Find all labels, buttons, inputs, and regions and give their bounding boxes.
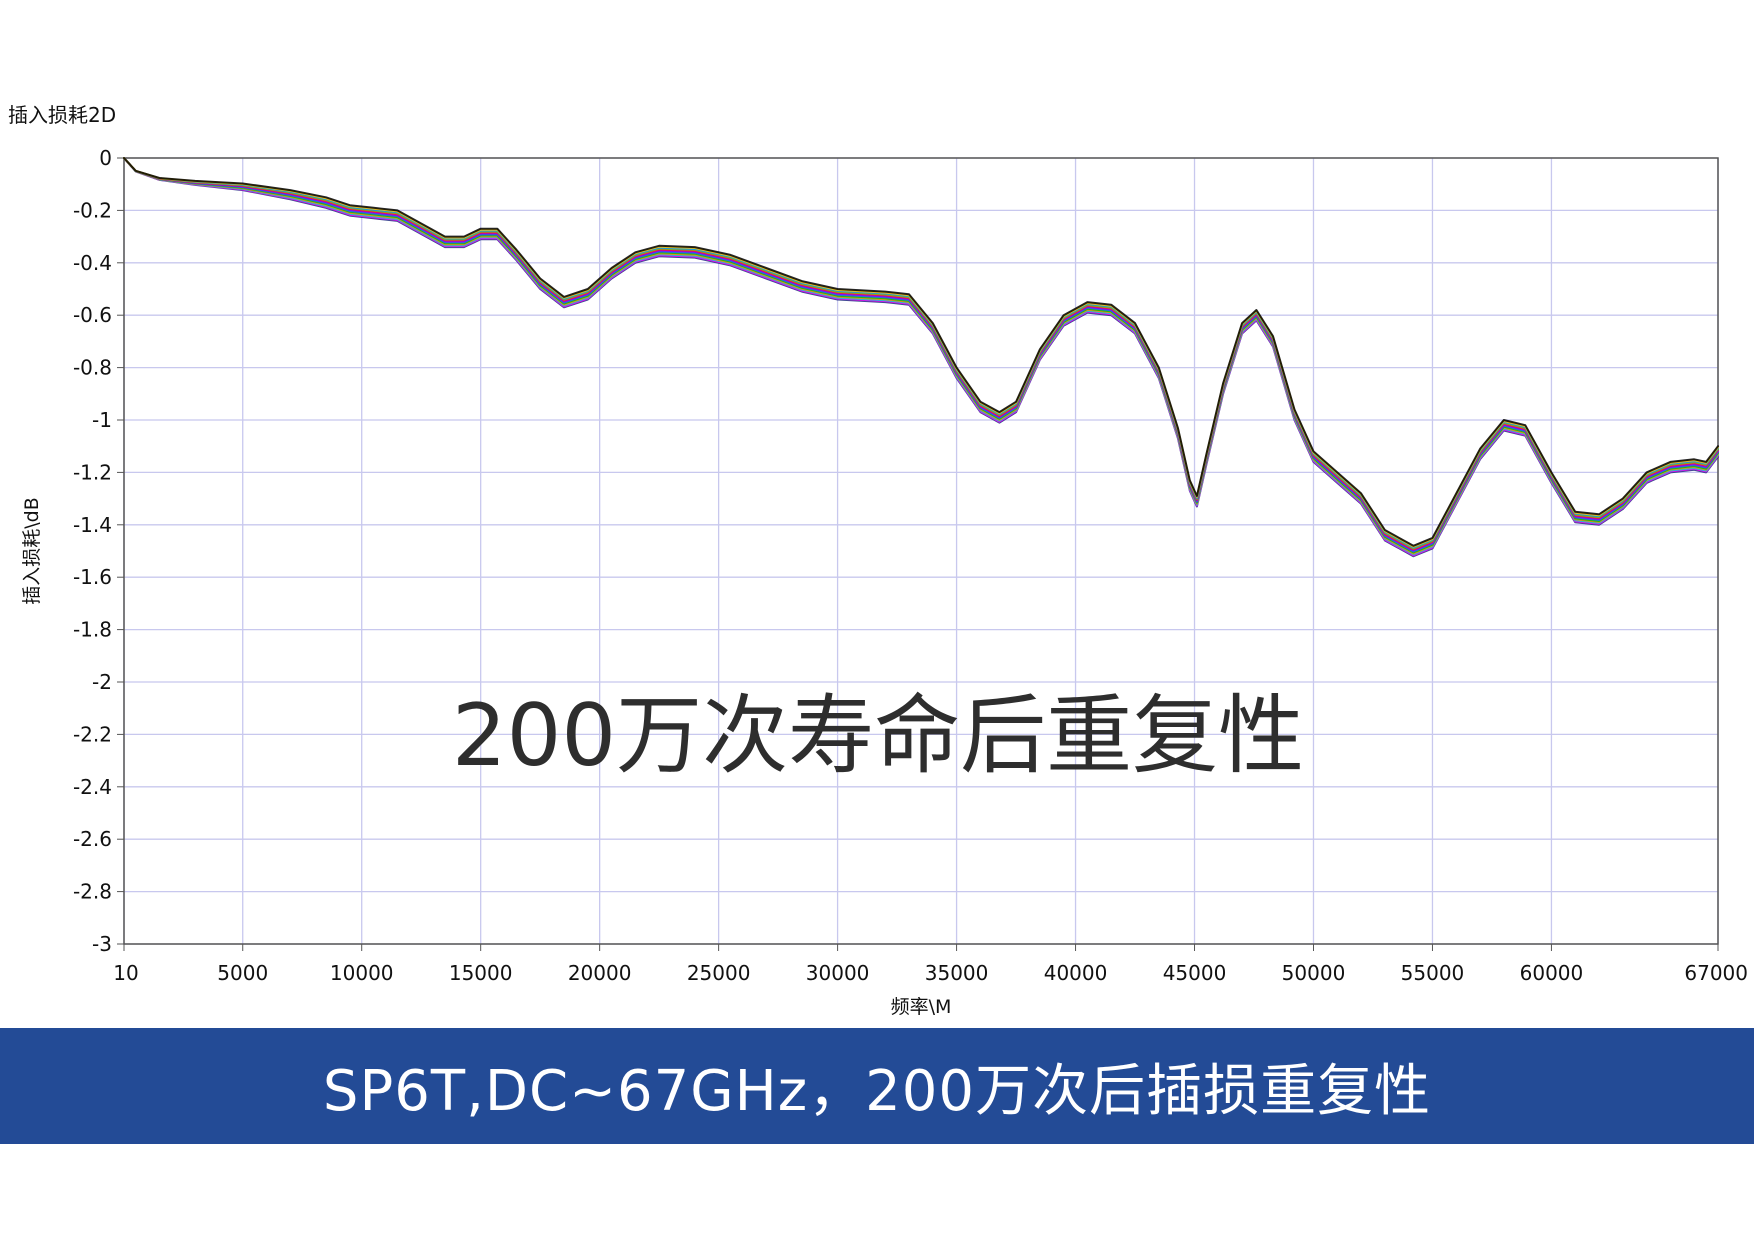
- x-tick-label: 50000: [1282, 961, 1346, 985]
- x-axis-ticks: 10 5000 10000 15000 20000 25000 30000 35000 4000…: [113, 944, 1748, 985]
- x-tick-label: 15000: [449, 961, 513, 985]
- series-line: [123, 157, 1719, 558]
- y-tick-label: -2.4: [73, 775, 112, 799]
- overlay-caption: 200万次寿命后重复性: [452, 686, 1304, 786]
- y-tick-label: -2: [92, 670, 112, 694]
- series-line: [123, 157, 1719, 547]
- x-tick-label: 55000: [1401, 961, 1465, 985]
- x-tick-label: 60000: [1520, 961, 1584, 985]
- y-tick-label: -1.8: [73, 618, 112, 642]
- x-axis-label: 频率\M: [891, 996, 952, 1018]
- insertion-loss-chart: 插入损耗2D 10 5000 10000 15000 20000 25000 30000 35…: [8, 103, 1748, 1018]
- y-tick-label: -1.6: [73, 565, 112, 589]
- x-tick-label: 30000: [806, 961, 870, 985]
- x-tick-label: 40000: [1044, 961, 1108, 985]
- y-tick-label: -1.4: [73, 513, 112, 537]
- grid-lines: [123, 157, 1719, 945]
- x-tick-label: 67000: [1684, 961, 1748, 985]
- y-axis-label: 插入损耗\dB: [21, 497, 43, 605]
- plot-frame: [123, 157, 1719, 945]
- series-group: [123, 157, 1719, 558]
- x-tick-label: 20000: [568, 961, 632, 985]
- y-tick-label: -2.8: [73, 880, 112, 904]
- x-tick-label: 45000: [1163, 961, 1227, 985]
- y-tick-label: -0.6: [73, 303, 112, 327]
- chart-title: 插入损耗2D: [8, 103, 116, 127]
- y-tick-label: -2.2: [73, 722, 112, 746]
- x-tick-label: 35000: [925, 961, 989, 985]
- x-tick-label: 10000: [330, 961, 394, 985]
- y-tick-label: -3: [92, 932, 112, 956]
- y-tick-label: -2.6: [73, 827, 112, 851]
- y-tick-label: -0.8: [73, 356, 112, 380]
- caption-text: SP6T,DC~67GHz，200万次后插损重复性: [322, 1058, 1432, 1124]
- y-axis-ticks: 0 -0.2 -0.4 -0.6 -0.8 -1 -1.2 -1.4 -1.6 -1.8 -2 -2.…: [73, 146, 124, 956]
- y-tick-label: -1.2: [73, 460, 112, 484]
- y-tick-label: 0: [99, 146, 112, 170]
- x-tick-label: 25000: [687, 961, 751, 985]
- y-tick-label: -0.2: [73, 198, 112, 222]
- caption-banner: SP6T,DC~67GHz，200万次后插损重复性: [0, 1028, 1754, 1144]
- y-tick-label: -0.4: [73, 251, 112, 275]
- y-tick-label: -1: [92, 408, 112, 432]
- x-tick-label: 10: [113, 961, 138, 985]
- x-tick-label: 5000: [217, 961, 268, 985]
